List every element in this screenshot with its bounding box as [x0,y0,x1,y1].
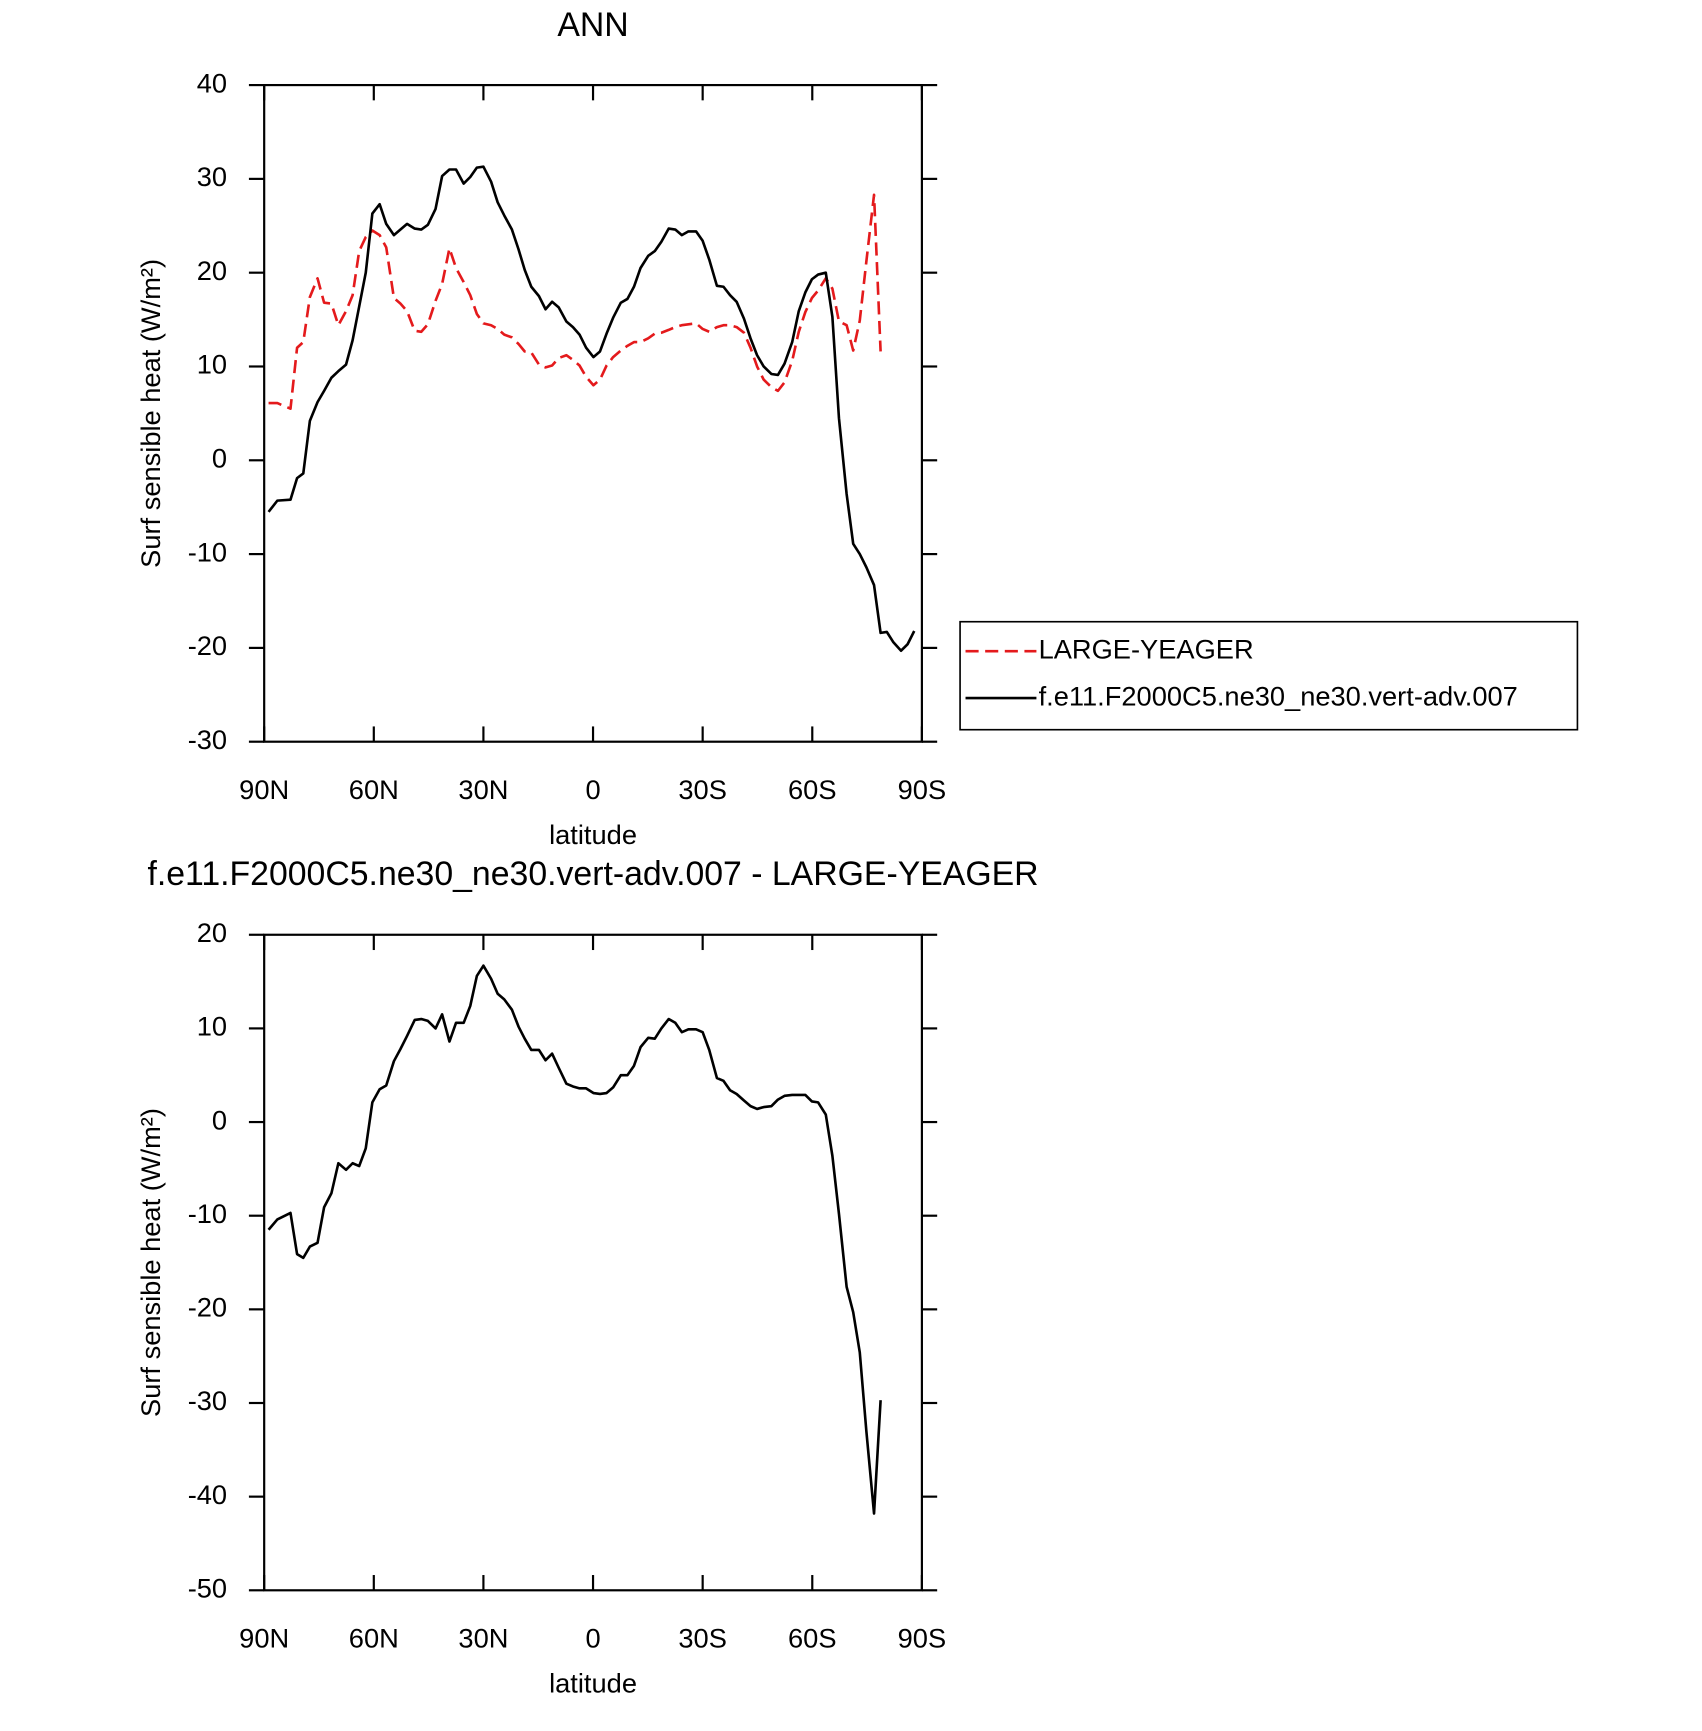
y-tick-label: 10 [197,349,227,380]
x-tick-label: 60N [349,1623,399,1654]
legend-label: LARGE-YEAGER [1039,633,1254,664]
x-tick-label: 90S [898,1623,946,1654]
y-tick-label: -10 [188,536,227,567]
y-tick-label: -50 [188,1572,227,1603]
y-tick-label: 10 [197,1011,227,1042]
data-line [267,964,882,1515]
y-tick-label: -30 [188,724,227,755]
x-tick-label: 0 [585,774,600,805]
y-tick-label: 20 [197,255,227,286]
plot-frame [263,83,923,743]
y-tick-label: 0 [212,1104,227,1135]
plot-frame [263,933,923,1592]
y-tick-label: -30 [188,1385,227,1416]
x-tick-label: 60S [788,1623,837,1654]
y-tick-label: -20 [188,630,227,661]
chart-title: ANN [557,6,628,44]
y-axis-label: Surf sensible heat (W/m²) [135,1108,166,1417]
legend-box [959,620,1579,731]
x-tick-label: 30S [678,1623,727,1654]
y-tick-label: 0 [212,442,227,473]
x-tick-label: 90N [239,1623,289,1654]
y-tick-label: 40 [197,67,227,98]
x-tick-label: 90S [898,774,946,805]
legend-label: f.e11.F2000C5.ne30_ne30.vert-adv.007 [1039,680,1518,711]
y-axis-label: Surf sensible heat (W/m²) [135,259,166,568]
x-tick-label: 90N [239,774,289,805]
y-tick-label: 30 [197,161,227,192]
x-tick-label: 60S [788,774,837,805]
data-line [267,165,916,653]
x-tick-label: 30S [678,774,727,805]
y-tick-label: 20 [197,917,227,948]
x-axis-label: latitude [549,1667,637,1698]
x-tick-label: 60N [349,774,399,805]
y-tick-label: -10 [188,1198,227,1229]
y-tick-label: -20 [188,1292,227,1323]
x-tick-label: 0 [585,1623,600,1654]
x-tick-label: 30N [458,1623,508,1654]
data-line [268,193,882,411]
y-tick-label: -40 [188,1479,227,1510]
x-tick-label: 30N [458,774,508,805]
x-axis-label: latitude [549,819,637,850]
chart-title: f.e11.F2000C5.ne30_ne30.vert-adv.007 - L… [147,855,1038,893]
